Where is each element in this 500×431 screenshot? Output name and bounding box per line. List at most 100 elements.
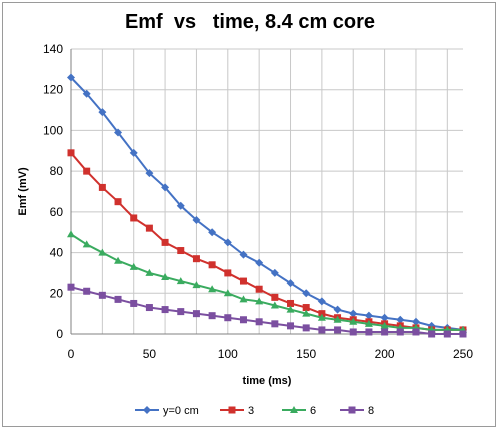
data-point bbox=[161, 273, 170, 280]
data-point bbox=[271, 320, 279, 328]
data-point bbox=[239, 295, 248, 303]
legend-marker bbox=[348, 406, 356, 414]
data-point bbox=[302, 324, 310, 332]
data-point bbox=[349, 309, 358, 318]
data-point bbox=[365, 328, 373, 336]
data-point bbox=[130, 214, 138, 222]
legend-marker bbox=[143, 406, 151, 414]
data-point bbox=[302, 304, 310, 312]
data-point bbox=[161, 238, 169, 246]
data-point bbox=[129, 148, 138, 157]
data-point bbox=[317, 297, 326, 306]
data-point bbox=[302, 289, 311, 298]
x-tick-label: 200 bbox=[375, 347, 395, 361]
data-point bbox=[82, 89, 91, 98]
data-point bbox=[82, 240, 91, 248]
y-tick-label: 100 bbox=[43, 123, 63, 137]
chart-frame: Emf vs time, 8.4 cm core bbox=[2, 2, 496, 427]
data-point bbox=[192, 281, 201, 289]
data-point bbox=[98, 183, 106, 191]
data-point bbox=[98, 108, 107, 117]
data-point bbox=[145, 169, 154, 178]
data-point bbox=[270, 268, 279, 277]
data-point bbox=[380, 321, 389, 329]
data-point bbox=[83, 287, 91, 295]
data-point bbox=[239, 316, 247, 324]
data-point bbox=[239, 250, 248, 259]
x-tick-label: 250 bbox=[453, 347, 473, 361]
data-point bbox=[67, 149, 75, 157]
data-point bbox=[145, 224, 153, 232]
data-point bbox=[271, 293, 279, 301]
data-point bbox=[364, 311, 373, 320]
data-point bbox=[287, 299, 295, 307]
data-point bbox=[286, 305, 295, 313]
data-point bbox=[114, 198, 122, 206]
y-tick-label: 40 bbox=[50, 246, 64, 260]
data-point bbox=[380, 313, 389, 322]
y-tick-label: 140 bbox=[43, 42, 63, 56]
legend-marker bbox=[290, 406, 298, 413]
legend-label: y=0 cm bbox=[163, 405, 199, 417]
data-point bbox=[177, 247, 185, 255]
data-point bbox=[114, 256, 123, 264]
data-point bbox=[67, 230, 75, 238]
data-point bbox=[192, 216, 201, 224]
data-point bbox=[412, 328, 420, 336]
data-point bbox=[255, 318, 263, 326]
data-point bbox=[224, 269, 232, 277]
y-tick-label: 0 bbox=[56, 327, 63, 341]
data-point bbox=[98, 291, 106, 299]
x-tick-label: 150 bbox=[296, 347, 316, 361]
x-tick-label: 100 bbox=[218, 347, 238, 361]
x-tick-label: 50 bbox=[143, 347, 157, 361]
data-point bbox=[192, 255, 200, 263]
data-point bbox=[130, 299, 138, 307]
legend-label: 3 bbox=[248, 405, 254, 417]
data-point bbox=[270, 301, 279, 309]
data-point bbox=[208, 228, 217, 237]
data-point bbox=[459, 330, 467, 338]
data-point bbox=[208, 285, 217, 293]
data-point bbox=[364, 319, 373, 327]
data-point bbox=[255, 285, 263, 293]
data-point bbox=[287, 322, 295, 330]
data-point bbox=[176, 201, 185, 210]
data-point bbox=[318, 310, 326, 318]
data-point bbox=[286, 279, 295, 288]
x-tick-label: 0 bbox=[68, 347, 75, 361]
data-point bbox=[224, 314, 232, 322]
data-point bbox=[67, 73, 75, 82]
data-point bbox=[349, 317, 358, 325]
data-point bbox=[176, 277, 185, 285]
data-point bbox=[145, 304, 153, 312]
data-point bbox=[318, 326, 326, 334]
data-point bbox=[396, 315, 405, 324]
legend-marker bbox=[228, 406, 236, 414]
data-point bbox=[255, 297, 264, 305]
data-point bbox=[177, 308, 185, 316]
y-tick-label: 60 bbox=[50, 205, 64, 219]
series-line-3 bbox=[70, 233, 463, 331]
data-point bbox=[114, 128, 123, 137]
data-point bbox=[114, 295, 122, 303]
data-point bbox=[239, 277, 247, 285]
data-point bbox=[98, 248, 107, 256]
y-tick-label: 80 bbox=[50, 164, 64, 178]
data-point bbox=[161, 306, 169, 314]
data-point bbox=[428, 330, 436, 338]
data-point bbox=[192, 310, 200, 318]
data-point bbox=[396, 328, 404, 336]
data-point bbox=[208, 261, 216, 269]
y-tick-label: 20 bbox=[50, 286, 64, 300]
data-point bbox=[333, 315, 342, 323]
data-point bbox=[161, 183, 170, 192]
data-point bbox=[208, 312, 216, 320]
chart-title: Emf vs time, 8.4 cm core bbox=[124, 11, 376, 33]
data-point bbox=[349, 328, 357, 336]
data-point bbox=[333, 305, 342, 314]
data-point bbox=[317, 313, 326, 321]
data-point bbox=[302, 309, 311, 317]
data-point bbox=[223, 238, 232, 247]
